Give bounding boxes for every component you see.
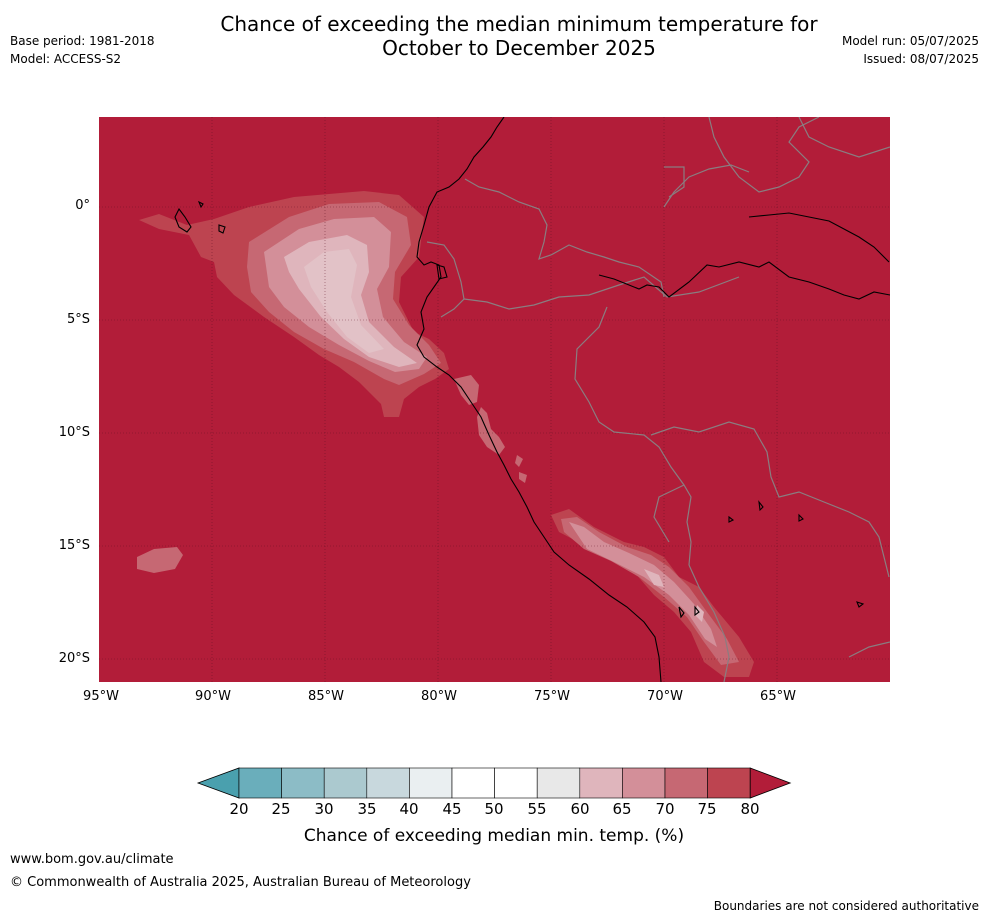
colorbar-tick-45: 45 <box>442 800 462 818</box>
contour-andes-band-65 <box>569 522 717 647</box>
map-title: Chance of exceeding the median minimum t… <box>0 12 988 60</box>
colorbar-segment <box>707 767 751 799</box>
colorbar-tick-50: 50 <box>484 800 504 818</box>
colorbar-tick-20: 20 <box>229 800 249 818</box>
colorbar-arrow-high <box>749 767 792 799</box>
footer-disclaimer: Boundaries are not considered authoritat… <box>713 899 979 913</box>
colorbar-tick-80: 80 <box>740 800 760 818</box>
contour-pacific-patch <box>137 547 183 573</box>
map-canvas <box>99 117 890 682</box>
country-borders <box>426 117 890 682</box>
colorbar-tick-75: 75 <box>697 800 717 818</box>
colorbar-tick-25: 25 <box>271 800 291 818</box>
colorbar-tick-35: 35 <box>357 800 377 818</box>
lon-label-65w: 65°W <box>760 689 796 704</box>
lat-label-5s: 5°S <box>66 312 90 327</box>
coastlines <box>174 117 890 682</box>
colorbar-segment <box>664 767 708 799</box>
lon-label-85w: 85°W <box>308 689 344 704</box>
colorbar-arrow-low <box>196 767 240 799</box>
title-line-1: Chance of exceeding the median minimum t… <box>220 12 818 36</box>
map-panel <box>99 117 890 682</box>
base-period-text: Base period: 1981-2018 <box>10 34 155 48</box>
lat-label-10s: 10°S <box>58 425 90 440</box>
colorbar-segment <box>622 767 666 799</box>
lon-label-70w: 70°W <box>647 689 683 704</box>
footer-copyright: © Commonwealth of Australia 2025, Austra… <box>10 875 471 890</box>
colorbar-segment <box>451 767 495 799</box>
model-text: Model: ACCESS-S2 <box>10 52 122 66</box>
contour-band-60-core <box>304 249 384 353</box>
colorbar <box>196 767 792 799</box>
issued-text: Issued: 08/07/2025 <box>863 52 979 66</box>
colorbar-segment <box>494 767 538 799</box>
colorbar-tick-55: 55 <box>527 800 547 818</box>
colorbar-segment <box>238 767 282 799</box>
colorbar-segment <box>409 767 453 799</box>
contour-andes-core <box>644 569 704 622</box>
colorbar-tick-70: 70 <box>655 800 675 818</box>
lon-label-95w: 95°W <box>83 689 119 704</box>
colorbar-segment <box>579 767 623 799</box>
colorbar-segment <box>323 767 368 799</box>
metadata-left: Base period: 1981-2018 Model: ACCESS-S2 <box>10 32 155 68</box>
lat-label-15s: 15°S <box>58 538 90 553</box>
contour-coast-patch-3 <box>515 455 523 467</box>
metadata-right: Model run: 05/07/2025 Issued: 08/07/2025 <box>842 32 979 68</box>
title-line-2: October to December 2025 <box>382 36 656 60</box>
graticule <box>99 117 890 682</box>
contour-coast-patch-2 <box>477 407 505 455</box>
colorbar-tick-30: 30 <box>314 800 334 818</box>
colorbar-tick-65: 65 <box>612 800 632 818</box>
colorbar-title: Chance of exceeding median min. temp. (%… <box>303 826 685 846</box>
contour-coast-patch-1 <box>454 375 479 405</box>
colorbar-tick-60: 60 <box>570 800 590 818</box>
colorbar-segment <box>281 767 325 799</box>
lat-label-0: 0° <box>75 198 90 213</box>
lon-label-75w: 75°W <box>534 689 570 704</box>
colorbar-tick-40: 40 <box>399 800 419 818</box>
lon-label-80w: 80°W <box>421 689 457 704</box>
model-run-text: Model run: 05/07/2025 <box>841 34 979 48</box>
lon-label-90w: 90°W <box>195 689 231 704</box>
lat-label-20s: 20°S <box>58 651 90 666</box>
footer-url: www.bom.gov.au/climate <box>10 852 174 867</box>
probability-contours <box>137 191 754 677</box>
contour-coast-patch-4 <box>519 472 527 483</box>
colorbar-segment <box>366 767 410 799</box>
colorbar-segment <box>536 767 581 799</box>
